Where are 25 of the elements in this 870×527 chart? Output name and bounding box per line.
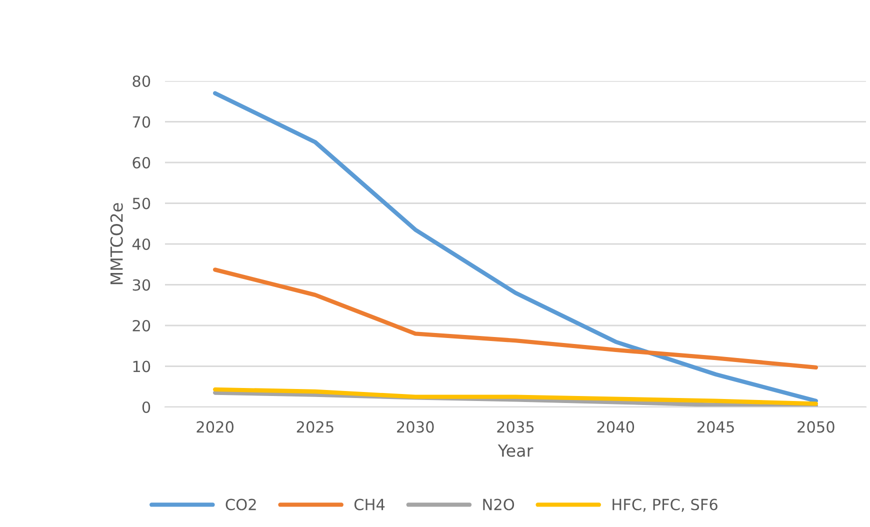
- y-tick-label: 80: [132, 75, 150, 88]
- x-tick-label: 2020: [196, 421, 234, 433]
- line-series: [212, 91, 818, 403]
- y-axis-title: MMTCO2e: [110, 203, 123, 284]
- y-tick-label: 30: [132, 279, 150, 291]
- y-tick-label: 50: [132, 198, 150, 210]
- y-tick-label: 20: [132, 320, 150, 332]
- x-axis-title: Year: [498, 444, 534, 457]
- y-tick-label: 0: [142, 401, 150, 414]
- x-tick-label: 2025: [296, 421, 334, 433]
- line-series: [212, 387, 818, 406]
- y-tick-label: 60: [132, 156, 150, 169]
- x-tick-label: 2035: [497, 421, 534, 433]
- legend-label: CO2: [226, 498, 256, 510]
- y-tick-label: 10: [133, 360, 150, 372]
- x-tick-label: 2045: [697, 421, 734, 433]
- legend-label: CH4: [354, 498, 385, 510]
- x-tick-label: 2040: [597, 421, 634, 433]
- line-series: [212, 268, 818, 370]
- x-tick-label: 2030: [397, 421, 434, 433]
- legend-label: HFC, PFC, SF6: [612, 498, 718, 512]
- y-tick-label: 70: [132, 116, 150, 128]
- legend-label: N2O: [483, 498, 514, 510]
- x-tick-label: 2050: [798, 421, 834, 433]
- y-tick-label: 40: [132, 238, 150, 250]
